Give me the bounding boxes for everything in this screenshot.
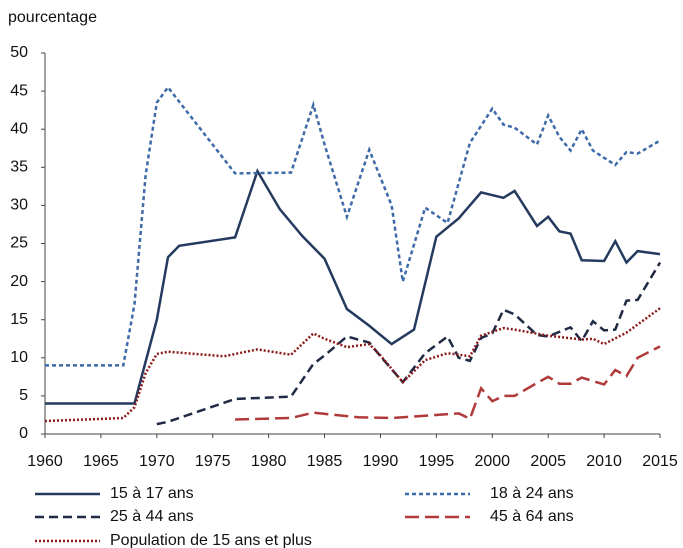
x-tick-label: 1990 — [363, 453, 399, 470]
x-tick-label: 1975 — [195, 453, 231, 470]
series-line — [45, 85, 661, 367]
x-tick-label: 1960 — [27, 453, 63, 470]
y-tick-label: 45 — [10, 82, 28, 99]
legend-label: 45 à 64 ans — [490, 508, 574, 525]
y-tick-label: 50 — [10, 44, 28, 61]
legend-label: 15 à 17 ans — [110, 485, 194, 502]
y-tick-label: 25 — [10, 235, 28, 252]
y-tick-label: 40 — [10, 120, 28, 137]
x-tick-label: 1995 — [419, 453, 455, 470]
x-tick-label: 2005 — [530, 453, 566, 470]
x-tick-label: 1965 — [83, 453, 119, 470]
legend-label: Population de 15 ans et plus — [110, 532, 312, 548]
x-tick-label: 2000 — [474, 453, 510, 470]
x-tick-label: 2010 — [586, 453, 622, 470]
y-axis-label: pourcentage — [8, 9, 97, 26]
series-line — [156, 261, 662, 426]
y-tick-label: 0 — [19, 425, 28, 442]
y-tick-label: 35 — [10, 159, 28, 176]
legend-label: 25 à 44 ans — [110, 508, 194, 525]
series-line — [45, 168, 661, 405]
series-line — [235, 345, 661, 421]
series-line — [44, 307, 661, 423]
x-tick-label: 1985 — [307, 453, 343, 470]
y-tick-label: 10 — [10, 349, 28, 366]
x-tick-label: 1980 — [251, 453, 287, 470]
x-tick-label: 2015 — [642, 453, 678, 470]
y-tick-label: 30 — [10, 197, 28, 214]
y-tick-label: 20 — [10, 273, 28, 290]
y-tick-label: 15 — [10, 311, 28, 328]
legend-label: 18 à 24 ans — [490, 485, 574, 502]
x-tick-label: 1970 — [139, 453, 175, 470]
y-tick-label: 5 — [19, 387, 28, 404]
